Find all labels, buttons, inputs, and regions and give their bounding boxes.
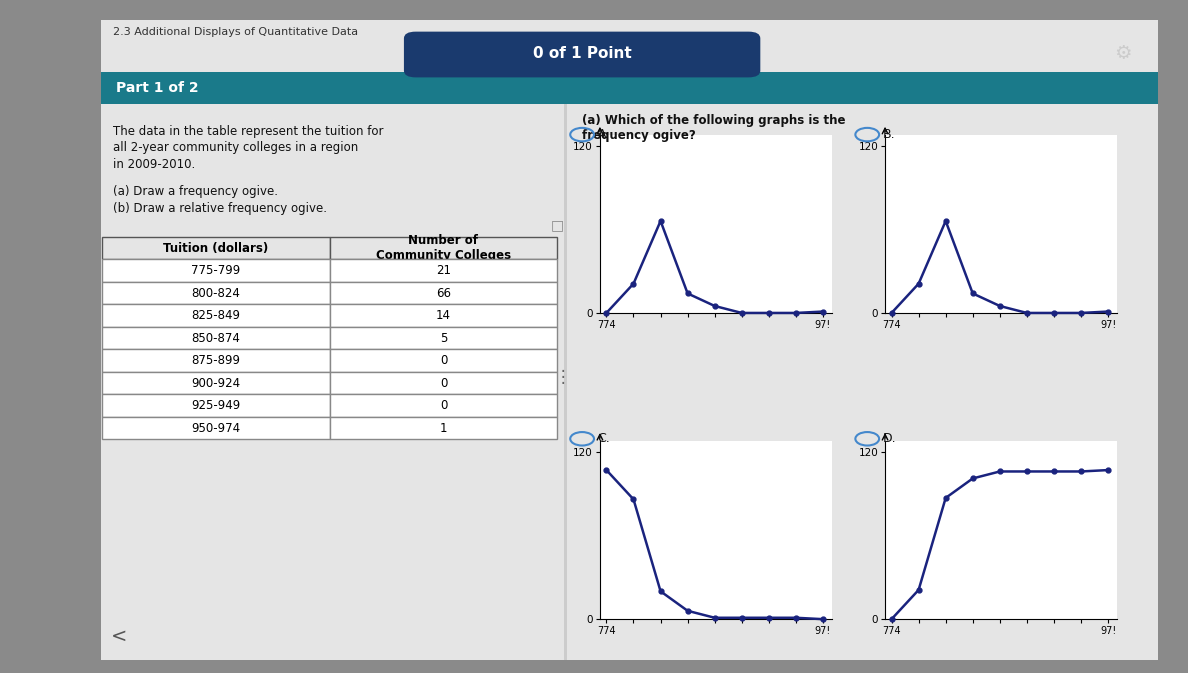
Text: 0 of 1 Point: 0 of 1 Point	[532, 46, 632, 61]
Text: The data in the table represent the tuition for: The data in the table represent the tuit…	[113, 125, 384, 137]
Text: B.: B.	[883, 128, 896, 141]
Text: ⋮: ⋮	[555, 368, 571, 386]
Text: <: <	[110, 627, 127, 645]
Text: (a) Draw a frequency ogive.: (a) Draw a frequency ogive.	[113, 185, 278, 198]
Text: ⚙: ⚙	[1114, 44, 1131, 63]
Text: (b) Draw a relative frequency ogive.: (b) Draw a relative frequency ogive.	[113, 202, 327, 215]
Text: 2.3 Additional Displays of Quantitative Data: 2.3 Additional Displays of Quantitative …	[113, 28, 358, 37]
Text: □: □	[550, 219, 564, 232]
Text: Part 1 of 2: Part 1 of 2	[116, 81, 200, 95]
Text: C.: C.	[598, 432, 611, 446]
Text: frequency ogive?: frequency ogive?	[582, 129, 696, 142]
Text: in 2009-2010.: in 2009-2010.	[113, 158, 195, 171]
Text: A.: A.	[598, 128, 609, 141]
Text: D.: D.	[883, 432, 896, 446]
Text: all 2-year community colleges in a region: all 2-year community colleges in a regio…	[113, 141, 358, 154]
Text: (a) Which of the following graphs is the: (a) Which of the following graphs is the	[582, 114, 846, 127]
